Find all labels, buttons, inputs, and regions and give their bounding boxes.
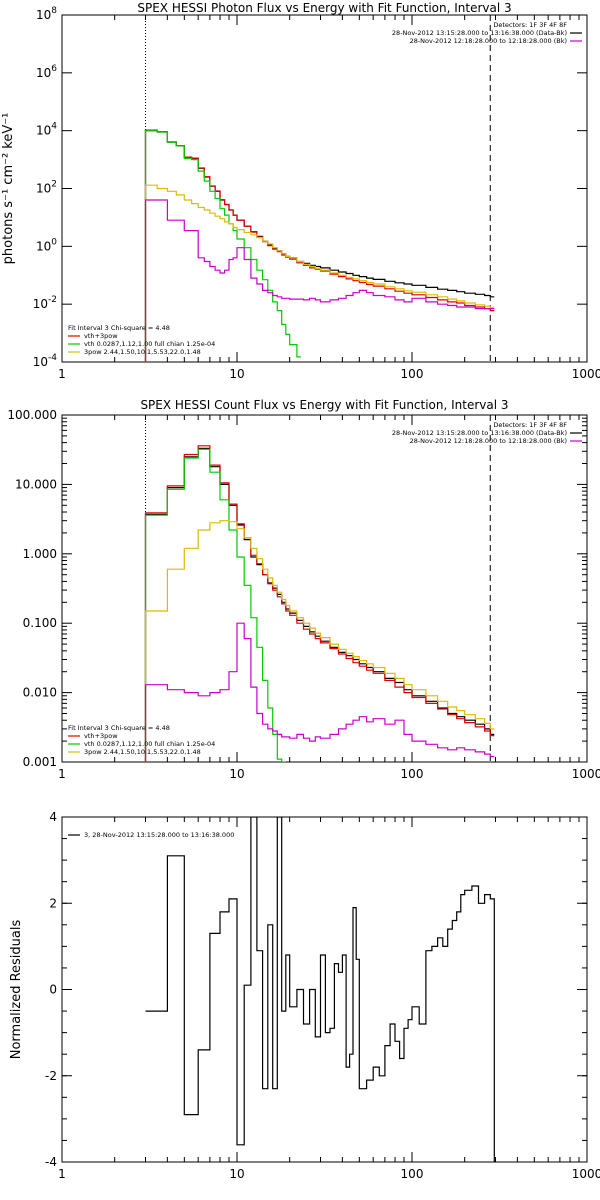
series-line-1	[144, 447, 495, 762]
y-tick-exponent: -2	[48, 295, 57, 305]
y-tick-exponent: 6	[51, 64, 57, 74]
y-tick-base: 10	[36, 182, 51, 196]
y-tick-label: -2	[45, 1069, 57, 1083]
legend-text: 3pow 2.44,1.50,10.1,5.53,22.0,1.48	[84, 748, 201, 756]
chart-panel-3: Normalized Residuals 1 10 100 1000 -4 -2 0 2 4 3, …	[9, 810, 600, 1181]
legend-text: Detectors: 1F 3F 4F 8F	[493, 21, 567, 29]
y-tick-label: 0	[49, 983, 57, 997]
y-tick-base: -2	[45, 1069, 57, 1083]
series-line-5	[144, 622, 495, 762]
chart-title: SPEX HESSI Count Flux vs Energy with Fit…	[140, 398, 508, 412]
y-tick-label: 0.010	[23, 686, 57, 700]
chart-panel-2: SPEX HESSI Count Flux vs Energy with Fit…	[7, 398, 600, 781]
y-tick-base: -4	[45, 1155, 57, 1169]
y-axis-label: Normalized Residuals	[9, 920, 24, 1060]
plot-frame	[61, 14, 588, 363]
x-tick-label: 10	[229, 1167, 244, 1181]
legend-text: 28-Nov-2012 13:15:28.000 to 13:16:38.000…	[392, 429, 567, 437]
legend-text: Detectors: 1F 3F 4F 8F	[493, 421, 567, 429]
x-tick-label: 100	[401, 1167, 424, 1181]
y-tick-label: 10.000	[15, 477, 57, 491]
y-tick-label: 100.000	[7, 408, 57, 422]
x-tick-label: 10	[229, 367, 244, 381]
series-line-4	[144, 520, 495, 762]
y-tick-base: 10	[36, 239, 51, 253]
legend-text: vth 0.0287,1.12,1.00 full chian 1.25e-04	[84, 340, 215, 348]
y-tick-exponent: 8	[51, 6, 57, 16]
series-group	[144, 445, 495, 762]
series-line-2	[144, 129, 495, 362]
y-tick-label: 4	[49, 810, 57, 824]
series-line-2	[144, 445, 495, 762]
y-tick-base: 10.000	[15, 477, 57, 491]
legend-text: vth+3pow	[84, 732, 118, 740]
series-line-3	[144, 448, 286, 762]
y-tick-label: 102	[36, 180, 57, 196]
y-tick-base: 10	[36, 8, 51, 22]
y-tick-base: 0.010	[23, 686, 57, 700]
x-tick-label: 1	[58, 767, 66, 781]
x-tick-label: 1000	[572, 767, 600, 781]
y-tick-label: 0.100	[23, 616, 57, 630]
y-tick-base: 1.000	[23, 547, 57, 561]
x-tick-label: 1	[58, 1167, 66, 1181]
y-tick-label: 10-4	[33, 353, 58, 369]
legend-text: 28-Nov-2012 12:18:28.000 to 12:18:28.000…	[410, 437, 567, 445]
x-tick-label: 1000	[572, 367, 600, 381]
y-tick-base: 4	[49, 810, 57, 824]
y-tick-label: 10-2	[33, 295, 57, 311]
chart-title: SPEX HESSI Photon Flux vs Energy with Fi…	[137, 1, 511, 15]
y-tick-exponent: 0	[51, 237, 57, 247]
y-tick-base: 0.100	[23, 616, 57, 630]
x-tick-label: 100	[401, 767, 424, 781]
y-tick-base: 100.000	[7, 408, 57, 422]
legend-text: 3, 28-Nov-2012 13:15:28.000 to 13:16:38.…	[84, 831, 234, 839]
legend-text: 28-Nov-2012 12:18:28.000 to 12:18:28.000…	[410, 37, 567, 45]
legend-text: Fit Interval 3 Chi-square = 4.48	[68, 324, 170, 332]
y-tick-label: 2	[49, 896, 57, 910]
legend-text: 3pow 2.44,1.50,10.1,5.53,22.0,1.48	[84, 348, 201, 356]
y-tick-base: 10	[33, 355, 48, 369]
y-tick-base: 10	[36, 124, 51, 138]
x-tick-label: 100	[401, 367, 424, 381]
y-tick-exponent: -4	[48, 353, 57, 363]
y-tick-label: 1.000	[23, 547, 57, 561]
y-tick-label: 100	[36, 237, 57, 253]
y-tick-exponent: 2	[51, 180, 57, 190]
y-axis-label: photons s⁻¹ cm⁻² keV⁻¹	[1, 113, 16, 265]
y-tick-base: 10	[33, 297, 48, 311]
chart-panel-1: SPEX HESSI Photon Flux vs Energy with Fi…	[1, 1, 600, 381]
legend-text: 28-Nov-2012 13:15:28.000 to 13:16:38.000…	[392, 29, 567, 37]
y-tick-label: 0.001	[23, 755, 57, 769]
y-tick-base: 10	[36, 66, 51, 80]
y-tick-label: 108	[36, 6, 57, 22]
y-tick-base: 2	[49, 896, 57, 910]
y-tick-label: 104	[36, 122, 57, 138]
series-line-5	[144, 199, 495, 362]
series-group	[144, 129, 495, 362]
y-tick-exponent: 4	[51, 122, 57, 132]
legend-text: vth+3pow	[84, 332, 118, 340]
y-tick-label: 106	[36, 64, 57, 80]
y-tick-base: 0	[49, 983, 57, 997]
series-line-1	[145, 817, 495, 1162]
series-line-4	[144, 184, 495, 362]
legend-text: vth 0.0287,1.12,1.00 full chian 1.25e-04	[84, 740, 215, 748]
series-group	[145, 817, 495, 1162]
plot-frame	[61, 414, 588, 763]
legend-text: Fit Interval 3 Chi-square = 4.48	[68, 724, 170, 732]
plot-frame	[61, 816, 588, 1163]
y-tick-base: 0.001	[23, 755, 57, 769]
x-tick-label: 1	[58, 367, 66, 381]
x-tick-label: 10	[229, 767, 244, 781]
y-tick-label: -4	[45, 1155, 57, 1169]
x-tick-label: 1000	[572, 1167, 600, 1181]
